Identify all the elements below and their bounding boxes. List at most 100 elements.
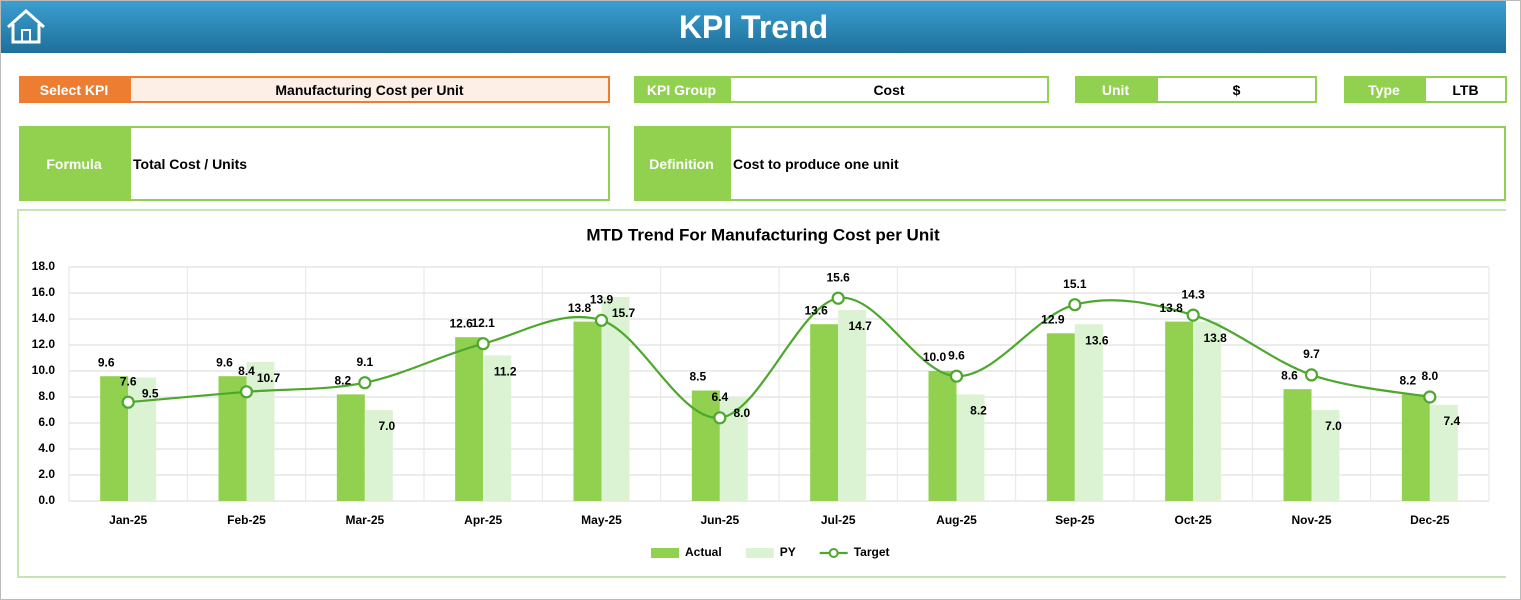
target-marker [831,291,845,305]
x-tick-label: Oct-25 [1174,513,1212,527]
y-tick-label: 6.0 [38,415,55,429]
data-label: 8.0 [1421,369,1438,383]
x-tick-label: Apr-25 [464,513,502,527]
legend-swatch [651,548,679,558]
y-tick-label: 12.0 [32,337,56,351]
bar [1311,410,1340,501]
chart-panel [17,209,1506,578]
data-label: 7.0 [1325,419,1342,433]
data-label: 14.7 [848,319,872,333]
target-marker [239,385,254,399]
data-label: 10.7 [257,371,281,385]
chart-title: MTD Trend For Manufacturing Cost per Uni… [586,225,940,244]
bar [336,394,365,501]
data-label: 13.8 [1203,331,1227,345]
x-tick-label: Nov-25 [1291,513,1331,527]
data-label: 8.4 [238,364,255,378]
select-kpi-label: Select KPI [19,76,129,103]
type-value: LTB [1424,76,1507,103]
formula-label: Formula [19,126,129,201]
data-label: 9.5 [142,387,159,401]
data-label: 7.0 [378,419,395,433]
bar [1046,333,1075,501]
x-tick-label: Aug-25 [936,513,977,527]
data-label: 10.0 [923,350,947,364]
data-label: 13.6 [1085,333,1109,347]
target-marker [1304,368,1319,382]
data-label: 15.1 [1063,277,1087,291]
legend-label: Target [854,545,890,559]
data-label: 9.7 [1303,347,1320,361]
bar [218,376,247,501]
data-label: 14.3 [1181,287,1205,301]
y-tick-label: 18.0 [32,259,56,273]
select-kpi-value[interactable]: Manufacturing Cost per Unit [129,76,610,103]
bar [1429,404,1458,501]
data-label: 15.7 [612,306,636,320]
legend-swatch [745,548,774,558]
y-tick-label: 0.0 [38,493,55,507]
target-marker [949,369,964,383]
data-label: 13.8 [568,301,592,315]
bar [691,390,720,501]
x-tick-label: Dec-25 [1410,513,1450,527]
data-label: 13.8 [1159,301,1183,315]
kpi-group-value: Cost [729,76,1049,103]
bar [956,394,985,501]
definition-label: Definition [634,126,729,201]
bar [928,371,957,501]
legend-label: PY [780,545,796,559]
data-label: 7.6 [120,374,137,388]
x-tick-label: Mar-25 [345,513,384,527]
x-tick-label: Jul-25 [821,513,856,527]
data-label: 9.6 [216,355,233,369]
bar [246,361,275,501]
y-tick-label: 14.0 [32,311,56,325]
target-marker [1068,298,1082,312]
data-label: 12.1 [471,316,495,330]
header-title: KPI Trend [1,1,1506,53]
y-tick-label: 8.0 [38,389,55,403]
data-label: 8.5 [689,370,706,384]
data-label: 12.9 [1041,312,1065,326]
target-marker [1423,390,1437,404]
data-label: 12.6 [449,316,473,330]
data-label: 9.6 [98,355,115,369]
y-tick-label: 2.0 [38,467,55,481]
bar [455,337,484,501]
data-label: 7.4 [1443,414,1460,428]
home-icon[interactable] [5,7,47,45]
bar [1165,321,1194,501]
definition-value: Cost to produce one unit [729,126,1506,201]
data-label: 6.4 [711,390,728,404]
x-tick-label: May-25 [581,513,622,527]
bar [1074,324,1103,501]
data-label: 8.2 [1399,374,1416,388]
data-label: 13.6 [804,303,828,317]
bar [838,309,867,501]
y-tick-label: 16.0 [32,285,56,299]
bar [573,321,602,501]
bar [601,296,630,501]
data-label: 8.0 [733,406,750,420]
x-tick-label: Jan-25 [109,513,147,527]
x-tick-label: Sep-25 [1055,513,1095,527]
target-marker [594,313,609,327]
legend-label: Actual [685,545,722,559]
bar [1193,321,1222,501]
data-label: 8.2 [970,404,987,418]
formula-value: Total Cost / Units [129,126,610,201]
bar [100,376,129,501]
bar [1401,394,1430,501]
data-label: 11.2 [494,365,517,379]
bar [810,324,839,501]
target-marker [476,337,490,351]
x-tick-label: Feb-25 [227,513,266,527]
x-tick-label: Jun-25 [700,513,739,527]
bar [483,355,512,501]
data-label: 13.9 [590,292,614,306]
unit-label: Unit [1075,76,1156,103]
bar [1283,389,1312,501]
